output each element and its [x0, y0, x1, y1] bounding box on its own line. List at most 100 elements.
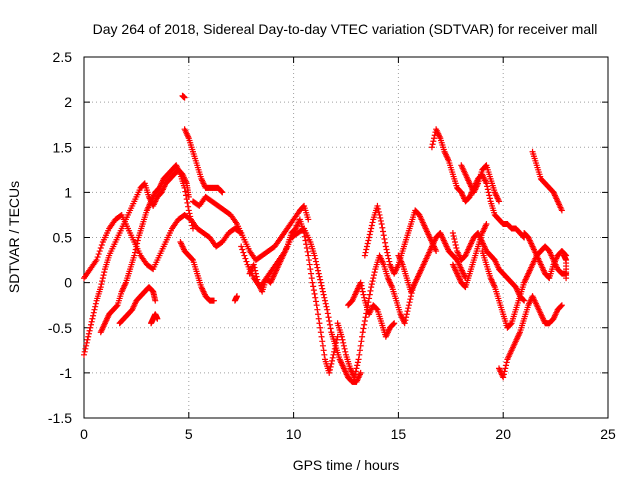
series-track-16: [395, 229, 469, 295]
data-point-marker: [85, 333, 92, 340]
data-point-marker: [502, 362, 509, 369]
data-point-marker: [558, 207, 565, 214]
data-point-marker: [451, 236, 458, 243]
data-point-marker: [377, 214, 384, 221]
series-track-14: [345, 279, 398, 340]
x-tick-label: 20: [495, 426, 511, 442]
data-point-marker: [359, 333, 366, 340]
data-point-marker: [484, 183, 491, 190]
data-point-marker: [362, 249, 369, 256]
data-point-marker: [338, 333, 345, 340]
data-point-marker: [98, 242, 105, 249]
data-point-marker: [380, 228, 387, 235]
data-point-marker: [250, 261, 257, 268]
data-point-marker: [321, 351, 328, 358]
series-track-1: [81, 211, 245, 282]
data-point-marker: [308, 275, 315, 282]
data-point-marker: [183, 196, 190, 203]
data-point-marker: [83, 339, 90, 346]
data-point-marker: [360, 291, 367, 298]
data-point-marker: [431, 135, 438, 142]
data-point-marker: [92, 303, 99, 310]
data-point-marker: [450, 232, 457, 239]
data-point-marker: [401, 320, 408, 327]
data-point-marker: [356, 347, 363, 354]
data-point-marker: [403, 314, 410, 321]
data-point-marker: [254, 276, 261, 283]
data-point-marker: [325, 314, 332, 321]
data-point-marker: [365, 299, 372, 306]
data-point-marker: [320, 347, 327, 354]
data-point-marker: [486, 192, 493, 199]
data-point-marker: [189, 225, 196, 232]
data-point-marker: [402, 317, 409, 324]
data-point-marker: [189, 222, 196, 229]
data-point-marker: [370, 272, 377, 279]
data-point-marker: [154, 315, 161, 322]
data-point-marker: [340, 342, 347, 349]
data-point-marker: [484, 186, 491, 193]
data-point-marker: [327, 363, 334, 370]
y-tick-label: 1: [64, 184, 72, 200]
data-point-marker: [318, 333, 325, 340]
data-point-marker: [403, 311, 410, 318]
data-point-marker: [81, 348, 88, 355]
data-point-marker: [430, 138, 437, 145]
data-point-marker: [354, 362, 361, 369]
data-point-marker: [251, 264, 258, 271]
data-point-marker: [329, 357, 336, 364]
data-point-marker: [369, 278, 376, 285]
data-point-marker: [361, 317, 368, 324]
data-point-marker: [365, 237, 372, 244]
y-tick-label: 2.5: [53, 49, 73, 65]
data-point-marker: [90, 312, 97, 319]
data-point-marker: [341, 345, 348, 352]
data-point-marker: [317, 324, 324, 331]
data-point-marker: [314, 264, 321, 271]
series-track-25: [560, 252, 570, 282]
data-point-marker: [252, 267, 259, 274]
data-point-marker: [384, 252, 391, 259]
series-track-10: [231, 293, 241, 304]
data-point-marker: [361, 321, 368, 328]
data-point-marker: [500, 371, 507, 378]
data-point-marker: [407, 296, 414, 303]
series-track-12: [246, 216, 341, 376]
data-point-marker: [507, 320, 514, 327]
y-tick-label: -1.5: [48, 410, 72, 426]
y-tick-label: 0: [64, 275, 72, 291]
data-point-marker: [315, 270, 322, 277]
data-point-marker: [304, 248, 311, 255]
data-point-marker: [315, 267, 322, 274]
data-point-marker: [303, 245, 310, 252]
data-point-marker: [312, 255, 319, 262]
data-point-marker: [324, 306, 331, 313]
data-point-marker: [305, 252, 312, 259]
data-point-marker: [428, 144, 435, 151]
x-tick-label: 10: [286, 426, 302, 442]
data-point-marker: [333, 339, 340, 346]
data-point-marker: [368, 281, 375, 288]
data-point-marker: [234, 293, 241, 300]
data-point-marker: [89, 315, 96, 322]
data-point-marker: [134, 240, 141, 247]
series-track-5: [148, 311, 161, 327]
data-point-marker: [324, 310, 331, 317]
data-point-marker: [94, 254, 101, 261]
data-point-marker: [501, 368, 508, 375]
data-point-marker: [367, 228, 374, 235]
data-point-marker: [333, 336, 340, 343]
series-track-11: [238, 225, 364, 385]
data-point-marker: [313, 302, 320, 309]
data-point-marker: [91, 306, 98, 313]
data-point-marker: [406, 299, 413, 306]
data-point-marker: [81, 351, 87, 358]
data-point-marker: [93, 257, 100, 264]
data-point-marker: [182, 188, 189, 195]
data-point-marker: [243, 258, 250, 265]
x-tick-label: 0: [80, 426, 88, 442]
data-point-marker: [95, 251, 102, 258]
data-point-marker: [99, 278, 106, 285]
data-point-marker: [306, 261, 313, 268]
